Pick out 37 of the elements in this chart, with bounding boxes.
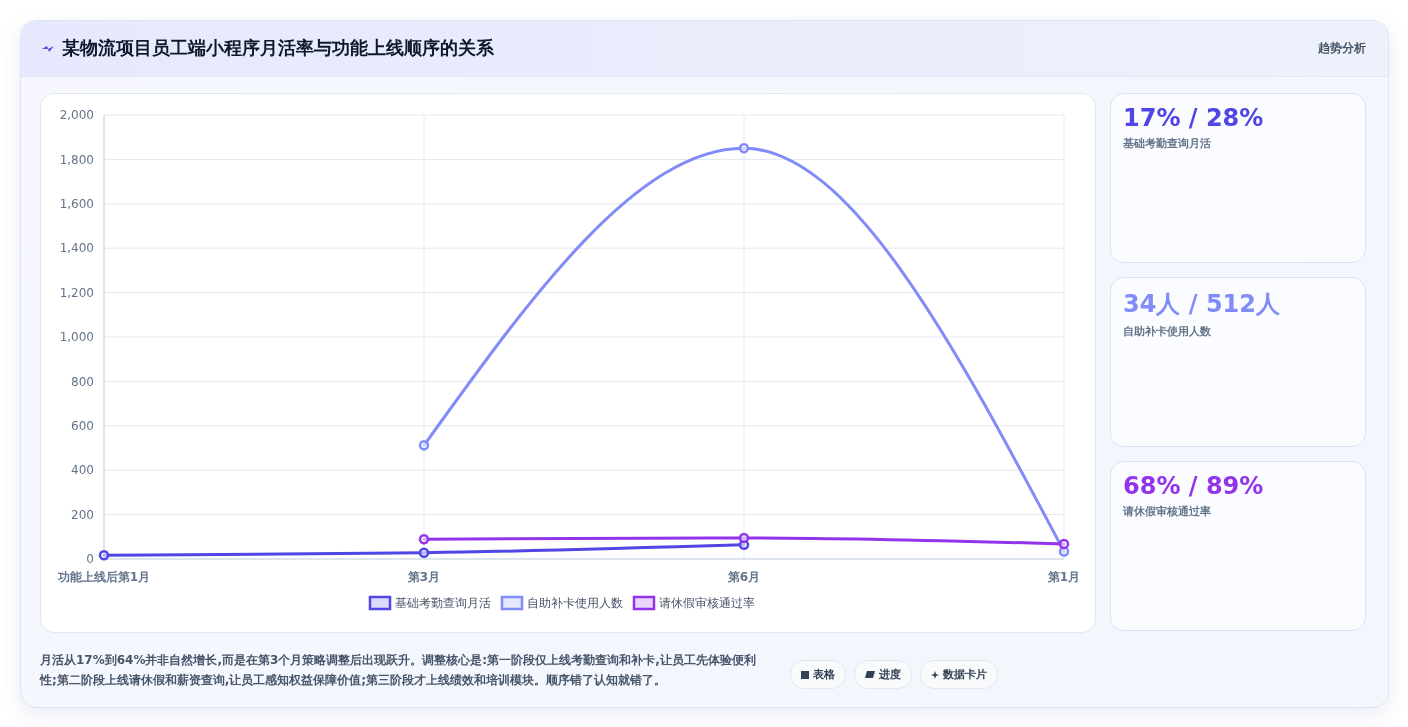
text: 进度 [879,667,901,682]
point [1058,538,1070,550]
text: 数据卡片 [943,667,987,682]
point [418,440,430,451]
y-tick-label: 1,400 [59,241,94,256]
y-tick-label: 1,200 [59,285,94,300]
text: 某物流项目员工端小程序月活率与功能上线顺序的关系 [62,36,494,60]
y-tick-label: 2,000 [59,108,94,123]
y-tick-label: 800 [71,374,94,389]
y-tick-label: 1,000 [59,330,94,345]
y-tick-label: 0 [86,552,94,567]
point [418,547,430,559]
text: 月活从17%到64%并非自然增长,而是在第3个月策略调整后出现跃升。调整核心是:第一阶段仅上线考勤查询和补卡,让员工先体验便利性;第二阶段上线请休假和薪资查询,让员工感知权益保障价值;第三阶段才上线绩效和培训模块。顺序错了认知就错了。 [40,652,757,689]
legend-label: 自助补卡使用人数 [527,596,623,611]
y-tick-label: 1,600 [59,197,94,211]
point [738,143,750,154]
y-tick-label: 400 [71,463,94,478]
text: 请休假审核通过率 [1123,504,1212,519]
legend-label: 请休假审核通过率 [659,596,755,611]
point [98,549,110,561]
x-tick-label: 第6月 [726,570,761,584]
text: 自助补卡使用人数 [1123,324,1212,339]
text: 68% / 89% [1123,472,1265,500]
text: 34人 / 512人 [1123,289,1281,320]
x-tick-label: 第3月 [406,570,441,584]
y-tick-label: 1,800 [59,152,94,167]
point [738,532,750,544]
y-tick-label: 200 [71,507,94,522]
x-tick-label: 功能上线后第1月 [56,570,151,584]
text: 基础考勤查询月活 [1123,136,1212,151]
y-tick-label: 600 [71,419,94,433]
legend-label: 基础考勤查询月活 [395,596,491,611]
point [418,533,430,545]
x-tick-label: 第1月 [1046,570,1081,584]
text: 趋势分析 [1318,40,1366,57]
text: 17% / 28% [1123,104,1265,132]
text: 表格 [813,667,835,682]
